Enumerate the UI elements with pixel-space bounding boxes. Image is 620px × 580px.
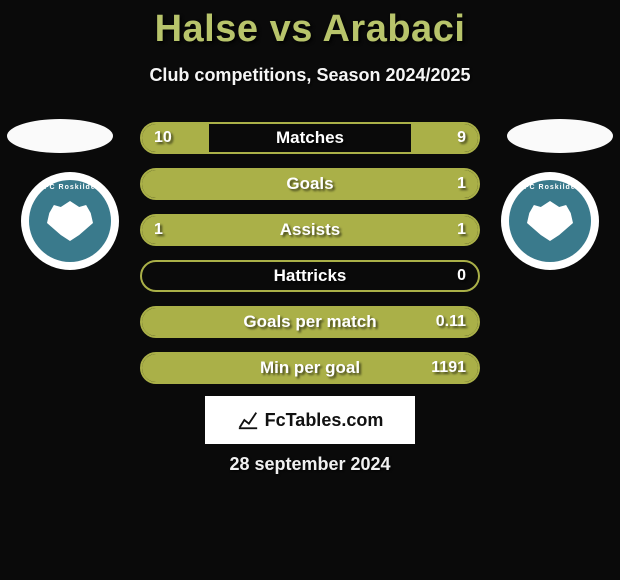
stat-row: Goals per match0.11 xyxy=(140,306,480,338)
stat-value-right: 1191 xyxy=(431,354,466,382)
stat-label: Min per goal xyxy=(142,354,478,382)
stat-label: Assists xyxy=(142,216,478,244)
flag-left xyxy=(7,119,113,153)
stat-row: 10Matches9 xyxy=(140,122,480,154)
stat-label: Goals per match xyxy=(142,308,478,336)
comparison-card: Halse vs Arabaci Club competitions, Seas… xyxy=(0,0,620,580)
brand-badge[interactable]: FcTables.com xyxy=(205,396,415,444)
club-logo-left-text: FC Roskilde xyxy=(29,184,111,191)
stat-label: Hattricks xyxy=(142,262,478,290)
brand-text: FcTables.com xyxy=(265,410,384,431)
stat-value-right: 1 xyxy=(457,216,466,244)
stat-value-right: 9 xyxy=(457,124,466,152)
subtitle: Club competitions, Season 2024/2025 xyxy=(0,65,620,86)
eagle-icon xyxy=(47,201,93,241)
club-logo-right: FC Roskilde xyxy=(501,172,599,270)
club-logo-right-text: FC Roskilde xyxy=(509,184,591,191)
stat-row: Min per goal1191 xyxy=(140,352,480,384)
flag-right xyxy=(507,119,613,153)
chart-icon xyxy=(237,409,259,431)
stat-value-right: 1 xyxy=(457,170,466,198)
page-title: Halse vs Arabaci xyxy=(0,0,620,51)
eagle-icon xyxy=(527,201,573,241)
stat-row: Hattricks0 xyxy=(140,260,480,292)
stat-value-right: 0.11 xyxy=(436,308,466,336)
stat-value-right: 0 xyxy=(457,262,466,290)
stat-row: 1Assists1 xyxy=(140,214,480,246)
stat-label: Matches xyxy=(142,124,478,152)
date-label: 28 september 2024 xyxy=(0,454,620,475)
stat-row: Goals1 xyxy=(140,168,480,200)
club-logo-left: FC Roskilde xyxy=(21,172,119,270)
stats-panel: 10Matches9Goals11Assists1Hattricks0Goals… xyxy=(140,122,480,398)
stat-label: Goals xyxy=(142,170,478,198)
